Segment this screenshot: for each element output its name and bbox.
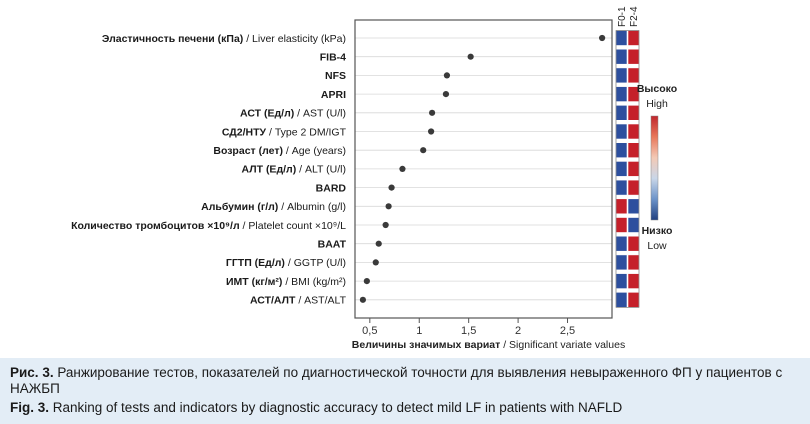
heatmap-cell <box>615 198 628 215</box>
data-point <box>388 184 395 191</box>
heatmap-cell <box>627 217 640 233</box>
category-label: Количество тромбоцитов ×10⁹/л / Platelet… <box>71 220 346 232</box>
heatmap-cell <box>615 161 628 177</box>
data-point <box>442 91 450 98</box>
x-tick-label: 2 <box>515 325 521 337</box>
category-label: АЛТ (Ед/л) / ALT (U/l) <box>242 164 346 176</box>
data-point <box>399 165 406 172</box>
heatmap-cell <box>615 48 628 65</box>
category-label: АСТ/АЛТ / AST/ALT <box>250 295 347 307</box>
category-label: Возраст (лет) / Age (years) <box>213 145 346 157</box>
heatmap-cell <box>615 67 628 84</box>
data-point <box>599 34 606 42</box>
heatmap-cell <box>615 217 628 233</box>
colorbar-low-label-en: Low <box>647 240 667 252</box>
data-point <box>359 296 367 303</box>
heatmap-cell <box>615 273 628 289</box>
heatmap-cell <box>627 123 640 140</box>
x-tick-label: 0,5 <box>362 325 377 337</box>
heatmap-cell <box>615 142 628 158</box>
data-point <box>429 109 436 116</box>
x-tick-label: 1,5 <box>461 325 476 337</box>
data-point <box>420 147 427 154</box>
category-label: АСТ (Ед/л) / AST (U/l) <box>240 108 346 120</box>
category-label: BAAT <box>318 239 347 251</box>
heatmap-cell <box>615 30 628 46</box>
heatmap-cell <box>615 235 628 252</box>
heatmap-cell <box>627 254 640 271</box>
heatmap-cell <box>627 142 640 158</box>
caption-en: Fig. 3. Ranking of tests and indicators … <box>10 400 800 416</box>
caption-ru-label: Рис. 3. <box>10 365 54 380</box>
caption-ru-text: Ранжирование тестов, показателей по диаг… <box>10 365 783 396</box>
plot-frame <box>354 19 613 319</box>
colorbar-high-label-ru: Высоко <box>637 83 677 95</box>
category-label: BARD <box>316 182 347 194</box>
heatmap-cell <box>615 86 628 102</box>
category-label: ГГТП (Ед/л) / GGTP (U/l) <box>226 257 346 269</box>
heatmap-cell <box>627 198 640 215</box>
heatmap-column-header: F2-4 <box>629 6 640 27</box>
data-point <box>428 128 435 135</box>
heatmap-cell <box>615 123 628 140</box>
data-point <box>382 221 389 229</box>
data-point <box>363 278 370 285</box>
category-label: APRI <box>321 89 346 101</box>
x-tick-label: 1 <box>416 325 422 337</box>
colorbar-high-label-en: High <box>646 98 668 110</box>
figure: 0,5 1 1,5 2 2,5 Величины значимых вариат / Si… <box>71 6 677 351</box>
figure-caption: Рис. 3. Ранжирование тестов, показателей… <box>0 358 810 424</box>
heatmap-cell <box>615 179 628 196</box>
heatmap-cell <box>627 67 640 84</box>
heatmap-cell <box>615 105 628 121</box>
heatmap-cell <box>627 273 640 289</box>
category-label: СД2/НТУ / Type 2 DM/IGT <box>222 126 347 138</box>
heatmap-cell <box>627 105 640 121</box>
ranking-chart: 0,5 1 1,5 2 2,5 Величины значимых вариат / Si… <box>71 6 677 351</box>
category-label: Альбумин (г/л) / Albumin (g/l) <box>201 201 346 213</box>
data-point <box>467 53 474 60</box>
category-label: FIB-4 <box>320 52 346 64</box>
heatmap-cell <box>627 179 640 196</box>
heatmap-cell <box>627 30 640 46</box>
heatmap-cell <box>615 254 628 271</box>
data-point <box>443 72 451 79</box>
heatmap-column-header: F0-1 <box>617 6 628 27</box>
caption-en-label: Fig. 3. <box>10 400 50 415</box>
heatmap-frame <box>615 30 640 308</box>
heatmap-cell <box>627 291 640 308</box>
category-label: ИМТ (кг/м²) / BMI (kg/m²) <box>226 276 346 288</box>
heatmap-cell <box>627 161 640 177</box>
data-point <box>385 203 392 210</box>
caption-ru: Рис. 3. Ранжирование тестов, показателей… <box>10 365 800 397</box>
x-tick-label: 2,5 <box>560 325 575 337</box>
colorbar <box>650 115 659 221</box>
heatmap-cell <box>627 48 640 65</box>
colorbar-low-label-ru: Низко <box>642 225 673 237</box>
caption-en-text: Ranking of tests and indicators by diagn… <box>49 400 623 415</box>
heatmap-cell <box>627 235 640 252</box>
heatmap-cell <box>615 291 628 308</box>
data-point <box>375 240 382 247</box>
x-axis-label: Величины значимых вариат / Significant v… <box>352 339 625 351</box>
data-point <box>372 259 379 266</box>
category-label: Эластичность печени (кПа) / Liver elasti… <box>102 33 346 45</box>
category-label: NFS <box>325 70 346 82</box>
